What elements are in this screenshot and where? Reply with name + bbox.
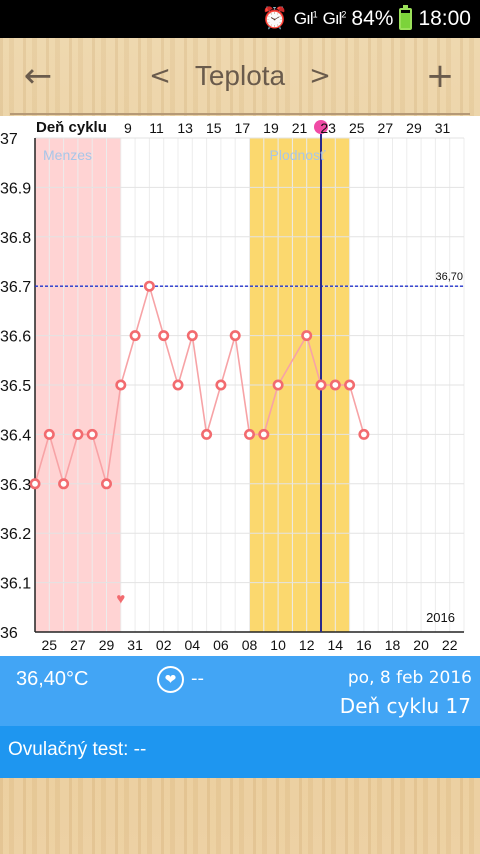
bottom-tick-label: 27 [70, 637, 86, 653]
y-tick-label: 36 [0, 625, 18, 642]
temperature-point [201, 428, 213, 440]
y-tick-label: 36.3 [0, 477, 31, 494]
temperature-point [301, 330, 313, 342]
toolbar: ← < Teplota > + [0, 38, 480, 114]
y-tick-label: 36.8 [0, 230, 31, 247]
y-tick-label: 36.9 [0, 180, 31, 197]
battery-percent: 84% [351, 7, 394, 30]
y-tick-label: 36.5 [0, 378, 31, 395]
temperature-point [86, 428, 98, 440]
top-tick-label: 21 [292, 120, 308, 136]
temperature-point [72, 428, 84, 440]
temperature-point [43, 428, 55, 440]
top-tick-label: 17 [235, 120, 251, 136]
bottom-tick-label: 31 [127, 637, 143, 653]
temperature-point [143, 280, 155, 292]
year-label: 2016 [426, 610, 455, 625]
page-title: Teplota [194, 60, 286, 91]
bottom-tick-label: 06 [213, 637, 229, 653]
clock: 18:00 [418, 7, 471, 30]
y-tick-label: 36.7 [0, 279, 31, 296]
y-tick-label: 36.1 [0, 576, 31, 593]
temperature-point [58, 478, 70, 490]
threshold-label: 36,70 [435, 271, 463, 283]
bottom-tick-label: 14 [328, 637, 344, 653]
intercourse-value: -- [191, 668, 204, 689]
bottom-tick-label: 02 [156, 637, 172, 653]
temperature-point [29, 478, 41, 490]
next-chart-button[interactable]: > [309, 61, 331, 91]
heart-icon: ❤ [164, 671, 177, 688]
alarm-icon: ⏰ [261, 7, 288, 30]
y-tick-label: 36.6 [0, 329, 31, 346]
top-tick-label: 11 [149, 120, 164, 136]
signal-icon: Gıl1 [293, 9, 318, 28]
temperature-point [115, 379, 127, 391]
y-tick-label: 36.2 [0, 526, 31, 543]
phase-band-label: Plodnosť [270, 147, 327, 163]
info-bar: 36,40°C ❤ -- po, 8 feb 2016 Deň cyklu 17 [0, 656, 480, 726]
bottom-tick-label: 12 [299, 637, 315, 653]
ovulation-test-row[interactable]: Ovulačný test: -- [0, 726, 480, 778]
intercourse-toggle[interactable]: ❤ [157, 666, 184, 693]
previous-chart-button[interactable]: < [149, 61, 171, 91]
temperature-point [129, 330, 141, 342]
bottom-tick-label: 18 [385, 637, 401, 653]
toolbar-divider [10, 113, 470, 115]
top-tick-label: 27 [378, 120, 394, 136]
bottom-tick-label: 20 [413, 637, 429, 653]
bottom-tick-label: 16 [356, 637, 372, 653]
top-tick-label: 23 [320, 120, 336, 136]
ovulation-test-label: Ovulačný test: -- [8, 739, 147, 760]
temperature-point [229, 330, 241, 342]
temperature-point [272, 379, 284, 391]
top-tick-label: 13 [177, 120, 193, 136]
bottom-tick-label: 29 [99, 637, 115, 653]
temperature-point [344, 379, 356, 391]
temperature-point [329, 379, 341, 391]
bottom-tick-label: 22 [442, 637, 458, 653]
add-entry-button[interactable]: + [425, 56, 455, 96]
top-tick-label: 31 [435, 120, 451, 136]
temperature-point [172, 379, 184, 391]
top-tick-label: 29 [406, 120, 422, 136]
temperature-point [101, 478, 113, 490]
temperature-point [186, 330, 198, 342]
temperature-point [358, 428, 370, 440]
back-button[interactable]: ← [23, 56, 53, 96]
temperature-point [215, 379, 227, 391]
heart-marker-icon: ♥ [116, 590, 125, 607]
status-bar: ⏰ Gıl1 Gıl2 84% 18:00 [0, 0, 480, 38]
temperature-point [258, 428, 270, 440]
top-tick-label: 25 [349, 120, 365, 136]
bottom-tick-label: 08 [242, 637, 258, 653]
y-tick-label: 36.4 [0, 427, 31, 444]
temperature-value: 36,40°C [16, 668, 89, 690]
cycle-day: Deň cyklu 17 [339, 694, 471, 718]
temperature-point [315, 379, 327, 391]
battery-icon [399, 5, 413, 30]
y-tick-label: 37 [0, 131, 18, 148]
cycle-day-header: Deň cyklu [36, 119, 107, 136]
top-tick-label: 15 [206, 120, 222, 136]
top-tick-label: 19 [263, 120, 279, 136]
temperature-point [158, 330, 170, 342]
bottom-tick-label: 25 [42, 637, 58, 653]
temperature-point [244, 428, 256, 440]
selected-date: po, 8 feb 2016 [347, 668, 472, 688]
chart-svg[interactable]: 36,70 ♥ Menzes Plodnosť 37 36.9 36.8 36.7 36.6… [0, 116, 480, 656]
signal-icon-2: Gıl2 [322, 9, 347, 28]
top-tick-label: 9 [124, 120, 132, 136]
bottom-tick-label: 10 [270, 637, 286, 653]
current-day-dot [314, 120, 328, 134]
temperature-chart[interactable]: 36,70 ♥ Menzes Plodnosť 37 36.9 36.8 36.7 36.6… [0, 116, 480, 656]
bottom-tick-label: 04 [185, 637, 201, 653]
phase-band-label: Menzes [43, 147, 92, 163]
